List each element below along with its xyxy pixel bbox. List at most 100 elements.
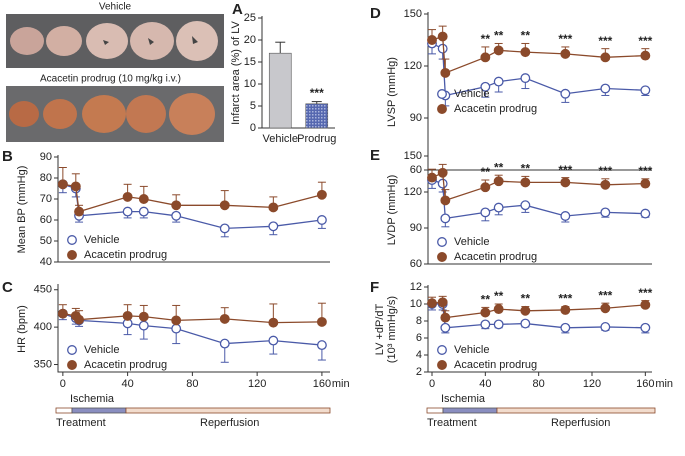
y-tick-label: 8: [416, 315, 422, 327]
data-point: [138, 320, 149, 331]
y-tick-label: 120: [404, 60, 422, 72]
legend-marker: [437, 104, 447, 114]
data-point: [57, 308, 68, 319]
y-tick-label: 400: [34, 321, 52, 333]
data-point: [640, 299, 651, 310]
data-point: [493, 176, 504, 187]
panel-letter: C: [2, 279, 13, 296]
data-point: [427, 298, 437, 309]
timeline-label: Treatment: [427, 417, 477, 429]
timeline: Ischemia Treatment Reperfusion: [55, 393, 331, 429]
y-tick-label: 150: [404, 8, 422, 20]
annotation: ***: [598, 164, 612, 178]
annotation: **: [521, 292, 531, 306]
legend-marker: [437, 252, 447, 262]
data-point: [600, 303, 611, 314]
x-tick-label: 80: [186, 378, 198, 390]
y-tick-label: 15: [244, 56, 256, 68]
data-point: [122, 191, 133, 202]
x-tick-label: 40: [121, 378, 133, 390]
x-tick-label: 0: [60, 378, 66, 390]
data-point: [57, 179, 68, 190]
series-line: [62, 183, 323, 213]
data-point: [427, 172, 437, 183]
y-tick-label: 70: [40, 193, 52, 205]
legend-marker: [67, 250, 77, 260]
y-tick-label: 20: [244, 34, 256, 46]
annotation: ***: [558, 32, 572, 46]
data-point: [600, 179, 611, 190]
timeline-label: Ischemia: [441, 393, 486, 405]
photo-vehicle: [6, 14, 224, 68]
data-point: [600, 52, 611, 63]
legend-label: Vehicle: [84, 234, 119, 246]
y-tick-label: 12: [410, 281, 422, 293]
data-point: [600, 207, 611, 218]
y-tick-label: 120: [404, 186, 422, 198]
data-point: [600, 83, 611, 94]
data-point: [171, 315, 182, 326]
series-line: [431, 301, 646, 319]
data-point: [520, 47, 531, 58]
y-tick-label: 150: [404, 150, 422, 162]
y-axis-label: Infarct area (%) of LV: [230, 20, 242, 124]
y-tick-label: 90: [410, 112, 422, 124]
x-tick-label: 0: [429, 378, 435, 390]
data-point: [640, 50, 651, 61]
y-tick-label: 90: [40, 151, 52, 163]
x-tick-label: 120: [248, 378, 266, 390]
data-point: [316, 316, 327, 327]
legend-marker: [437, 237, 447, 247]
data-point: [316, 189, 327, 200]
legend-label: Vehicle: [454, 344, 489, 356]
series-line: [431, 35, 646, 74]
data-point: [560, 322, 571, 333]
data-point: [316, 215, 327, 225]
bar: [268, 52, 292, 129]
annotation: ***: [638, 286, 652, 300]
data-point: [74, 314, 84, 325]
data-point: [138, 206, 149, 217]
y-tick-label: 90: [410, 222, 422, 234]
data-point: [268, 317, 279, 328]
annotation: **: [481, 293, 491, 307]
data-point: [138, 194, 149, 204]
y-tick-label: 60: [40, 214, 52, 226]
annotation: **: [521, 29, 531, 43]
y-tick-label: 5: [250, 100, 256, 112]
data-point: [600, 322, 611, 332]
data-point: [560, 88, 571, 99]
data-point: [560, 177, 571, 188]
data-point: [70, 181, 81, 192]
x-tick-label: 40: [479, 378, 491, 390]
annotation: ***: [598, 288, 612, 302]
x-axis-label: min: [655, 378, 673, 390]
data-point: [437, 31, 448, 42]
data-point: [640, 85, 651, 96]
legend-marker: [437, 360, 447, 370]
data-point: [520, 200, 531, 211]
annotation: ***: [310, 86, 324, 100]
legend-marker: [67, 235, 77, 245]
y-tick-label: 6: [416, 332, 422, 344]
x-tick-label: Prodrug: [297, 133, 336, 145]
data-point: [480, 81, 491, 92]
data-point: [493, 76, 504, 87]
annotation: ***: [558, 163, 572, 177]
data-point: [122, 206, 133, 217]
y-tick-label: 0: [250, 122, 256, 134]
y-tick-label: 350: [34, 358, 52, 370]
annotation: **: [494, 29, 504, 43]
series-line: [431, 171, 646, 202]
annotation: ***: [638, 34, 652, 48]
data-point: [640, 322, 651, 333]
annotation: ***: [598, 34, 612, 48]
data-point: [219, 223, 230, 234]
y-axis-label: HR (bpm): [16, 305, 28, 353]
legend-label: Vehicle: [454, 88, 489, 100]
panel-letter: A: [232, 1, 243, 18]
data-point: [480, 52, 491, 63]
legend-label: Acacetin prodrug: [454, 103, 537, 115]
series-line: [62, 183, 322, 230]
legend-label: Acacetin prodrug: [84, 249, 167, 261]
